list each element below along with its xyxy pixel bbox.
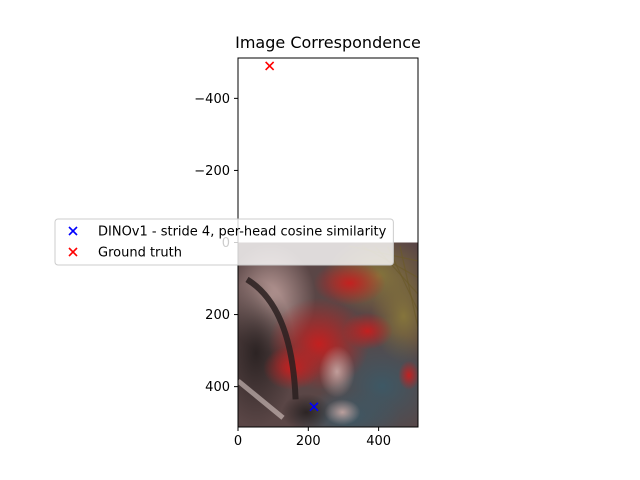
chart-title: Image Correspondence bbox=[235, 33, 421, 52]
x-tick-label: 0 bbox=[234, 434, 242, 449]
legend-entry: DINOv1 - stride 4, per-head cosine simil… bbox=[98, 225, 387, 240]
ground-truth-marker bbox=[265, 61, 275, 71]
x-tick-label: 200 bbox=[296, 434, 321, 449]
prediction-marker bbox=[309, 402, 319, 412]
background-image bbox=[238, 242, 418, 427]
y-tick-label: −400 bbox=[194, 92, 230, 107]
legend-marker bbox=[68, 247, 78, 257]
x-tick-label: 400 bbox=[366, 434, 391, 449]
legend-entry: Ground truth bbox=[98, 246, 182, 261]
x-axis: 0 200 400 bbox=[234, 427, 391, 449]
y-tick-label: −200 bbox=[194, 164, 230, 179]
data-markers bbox=[265, 61, 319, 412]
y-tick-label: 400 bbox=[205, 380, 230, 395]
legend-marker bbox=[68, 226, 78, 236]
y-tick-label: 200 bbox=[205, 308, 230, 323]
legend: DINOv1 - stride 4, per-head cosine simil… bbox=[54, 218, 394, 266]
legend-box bbox=[54, 218, 394, 266]
